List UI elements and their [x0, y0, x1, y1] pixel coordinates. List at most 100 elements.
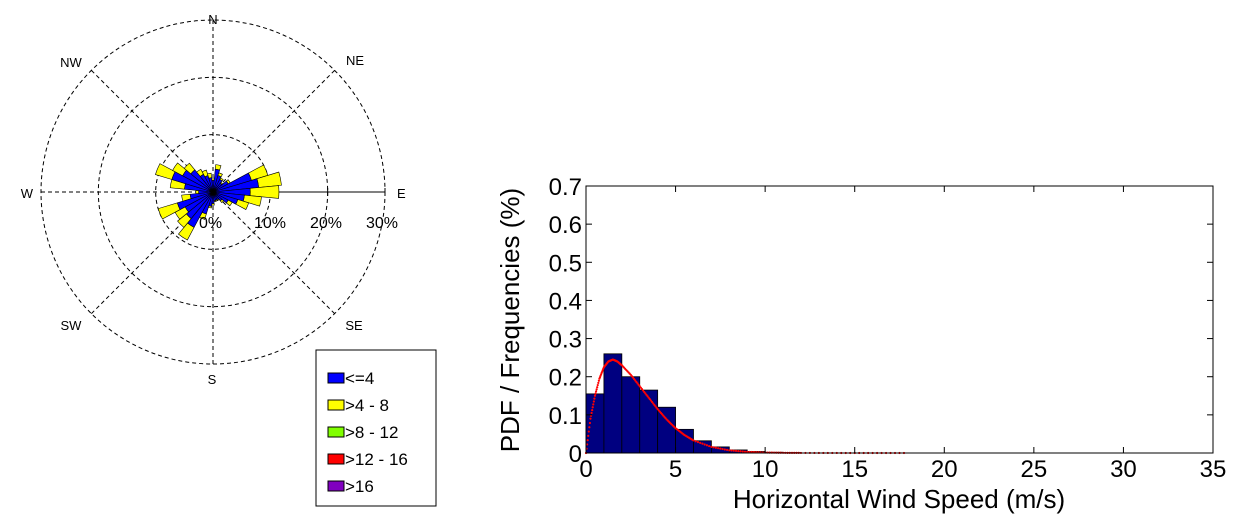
fit-curve-point: [591, 409, 593, 411]
fit-curve-point: [726, 449, 728, 451]
x-tick-label: 30: [1110, 456, 1137, 483]
legend-swatch-gt16: [328, 481, 344, 491]
legend-label-gt16: >16: [345, 477, 374, 496]
wind-speed-histogram: 0 5 10 15 20 25 30 35 0 0.1 0.2 0.3 0.4 0.5 0.6 0.7 Hor…: [495, 174, 1226, 514]
fit-curve-point: [744, 451, 746, 453]
fit-curve-point: [730, 449, 732, 451]
legend-swatch-le4: [328, 373, 344, 383]
legend-label-12-16: >12 - 16: [345, 450, 408, 469]
radial-tick-label-20: 20%: [310, 215, 342, 232]
fit-curve-point: [692, 439, 694, 441]
histogram-bars: [586, 354, 801, 453]
fit-curve-point: [597, 382, 599, 384]
histogram-bar: [658, 407, 676, 453]
fit-curve-point: [701, 443, 703, 445]
fit-curve-point: [594, 393, 596, 395]
x-tick-label: 25: [1021, 456, 1048, 483]
plot-frame: [586, 186, 1213, 453]
legend-swatch-4-8: [328, 400, 344, 410]
fit-curve-point: [721, 448, 723, 450]
fit-curve-point: [715, 447, 717, 449]
radial-tick-label-30: 30%: [366, 215, 398, 232]
y-tick-label: 0.2: [549, 365, 582, 392]
fit-curve-point: [706, 444, 708, 446]
x-tick-label: 15: [841, 456, 868, 483]
fit-curve-point: [704, 443, 706, 445]
fit-curve-point: [733, 450, 735, 452]
direction-label-w: W: [21, 186, 34, 201]
fit-curve-point: [588, 426, 590, 428]
fit-curve-point: [597, 384, 599, 386]
direction-label-s: S: [208, 372, 217, 387]
y-tick-label: 0.1: [549, 403, 582, 430]
direction-label-n: N: [208, 12, 217, 27]
fit-curve-point: [592, 403, 594, 405]
fit-curve-point: [697, 441, 699, 443]
fit-curve-point: [590, 412, 592, 414]
fit-curve-point: [742, 450, 744, 452]
fit-curve-point: [699, 442, 701, 444]
wind-rose-radial-tick-labels: 0% 10% 20% 30%: [199, 215, 398, 232]
fit-curve-point: [713, 446, 715, 448]
fit-curve-point: [587, 439, 589, 441]
x-axis-title: Horizontal Wind Speed (m/s): [733, 484, 1065, 514]
direction-label-ne: NE: [346, 53, 364, 68]
y-axis-title: PDF / Frequencies (%): [495, 188, 525, 452]
fit-curve-point: [596, 388, 598, 390]
y-tick-label: 0.7: [549, 174, 582, 201]
fit-curve-point: [710, 446, 712, 448]
legend-label-4-8: >4 - 8: [345, 396, 389, 415]
fit-curve-point: [587, 435, 589, 437]
fit-curve-point: [588, 430, 590, 432]
x-tick-label: 20: [931, 456, 958, 483]
direction-label-se: SE: [345, 318, 363, 333]
histogram-bar: [640, 390, 658, 453]
legend-label-le4: <=4: [345, 369, 374, 388]
direction-label-e: E: [397, 186, 406, 201]
radial-tick-label-0: 0%: [199, 215, 222, 232]
rose-petal-gt4-22: [158, 203, 180, 219]
fit-curve-point: [589, 418, 591, 420]
fit-curve-point: [593, 398, 595, 400]
fit-curve-point: [737, 450, 739, 452]
x-tick-label: 10: [752, 456, 779, 483]
fit-curve-point: [724, 448, 726, 450]
fit-curve-point: [598, 380, 600, 382]
radial-tick-label-10: 10%: [254, 215, 286, 232]
legend-swatch-8-12: [328, 427, 344, 437]
fit-curve-point: [593, 400, 595, 402]
fit-curve-point: [735, 450, 737, 452]
fit-curve-point: [717, 447, 719, 449]
fit-curve-point: [595, 390, 597, 392]
rose-petal-gt4-26: [155, 164, 175, 180]
rose-spoke-135: [213, 192, 335, 314]
y-tick-label: 0.6: [549, 212, 582, 239]
histogram-bar: [676, 429, 694, 453]
wind-rose-legend: <=4 >4 - 8 >8 - 12 >12 - 16 >16: [316, 350, 436, 506]
y-tick-label: 0: [569, 441, 582, 468]
histogram-bar: [604, 354, 622, 453]
wind-rose-chart: N NE E SE S SW W NW 0% 10% 20% 30%: [21, 12, 406, 387]
rose-center: [211, 190, 215, 194]
fit-curve-point: [594, 395, 596, 397]
fit-curve-point: [708, 445, 710, 447]
y-tick-label: 0.4: [549, 288, 582, 315]
y-tick-label: 0.3: [549, 327, 582, 354]
x-tick-label: 35: [1200, 456, 1227, 483]
legend-label-8-12: >8 - 12: [345, 423, 398, 442]
fit-curve-point: [695, 440, 697, 442]
direction-label-nw: NW: [60, 55, 82, 70]
fit-curve-point: [589, 422, 591, 424]
fit-curve-point: [719, 448, 721, 450]
x-tick-label: 5: [669, 456, 682, 483]
fit-curve-point: [592, 406, 594, 408]
legend-swatch-12-16: [328, 454, 344, 464]
histogram-bar: [622, 377, 640, 453]
fit-curve-point: [728, 449, 730, 451]
y-tick-label: 0.5: [549, 250, 582, 277]
direction-label-sw: SW: [61, 318, 83, 333]
fit-curve-point: [739, 450, 741, 452]
fit-curve-point: [596, 386, 598, 388]
histogram-bar: [586, 394, 604, 453]
